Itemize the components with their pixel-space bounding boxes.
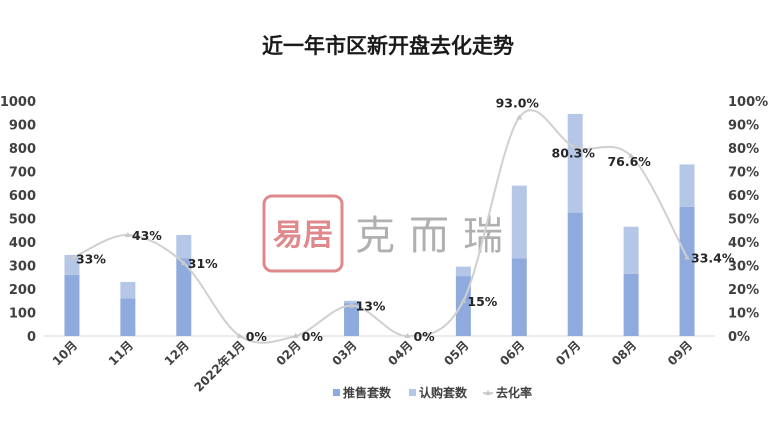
data-label-rate: 13% bbox=[356, 298, 386, 313]
y-left-tick-label: 0 bbox=[27, 330, 36, 345]
bar-sold bbox=[679, 206, 695, 336]
y-right-tick-label: 10% bbox=[728, 307, 759, 322]
y-axis-right: 0% 10% 20% 30% 40% 50% 60% 70% 80% 90% 100% bbox=[728, 95, 768, 345]
x-category-label: 11月 bbox=[106, 338, 136, 368]
x-category-label: 12月 bbox=[162, 338, 192, 368]
y-left-tick-label: 300 bbox=[9, 260, 36, 275]
line-point-rate bbox=[460, 297, 467, 303]
bar-sold bbox=[344, 303, 360, 336]
y-left-tick-label: 1000 bbox=[0, 95, 36, 110]
x-category-label: 03月 bbox=[329, 338, 359, 368]
bar-subscribed bbox=[64, 254, 80, 275]
line-point-rate bbox=[180, 260, 187, 266]
line-point-rate bbox=[68, 255, 75, 261]
y-left-tick-label: 600 bbox=[9, 189, 36, 204]
x-category-label: 08月 bbox=[609, 338, 639, 368]
bar-sold bbox=[64, 274, 80, 336]
line-point-rate bbox=[516, 114, 523, 120]
y-left-tick-label: 800 bbox=[9, 142, 36, 157]
bar-subscribed bbox=[120, 281, 136, 299]
legend-label-sold: 推售套数 bbox=[343, 385, 392, 400]
watermark: 易居 克而瑞 bbox=[262, 194, 517, 273]
x-category-label: 02月 bbox=[274, 338, 304, 368]
bar-series-group bbox=[64, 113, 695, 336]
line-series-group: 33% 43% 31% 0% 0% 13% 0% 15% 93.0% 80.3% 76.6% 33.4… bbox=[68, 95, 735, 344]
bar-subscribed bbox=[679, 164, 695, 207]
y-left-tick-label: 700 bbox=[9, 166, 36, 181]
watermark-seal-text: 易居 bbox=[273, 218, 333, 253]
legend-swatch-subscribed bbox=[409, 389, 416, 396]
line-point-rate bbox=[572, 144, 579, 150]
y-right-tick-label: 50% bbox=[728, 213, 759, 228]
data-label-rate: 33.4% bbox=[691, 251, 735, 266]
data-label-rate: 93.0% bbox=[496, 95, 540, 110]
data-label-rate: 80.3% bbox=[552, 145, 596, 160]
line-point-rate bbox=[124, 231, 131, 237]
x-category-label: 04月 bbox=[385, 338, 415, 368]
line-point-rate bbox=[684, 254, 691, 260]
data-label-rate: 76.6% bbox=[607, 154, 651, 169]
y-right-tick-label: 40% bbox=[728, 236, 759, 251]
bar-subscribed bbox=[455, 266, 471, 277]
legend-marker-rate bbox=[485, 390, 491, 395]
legend-label-subscribed: 认购套数 bbox=[419, 385, 468, 400]
line-point-rate bbox=[628, 152, 635, 158]
bar-sold bbox=[120, 298, 136, 336]
x-category-label: 07月 bbox=[553, 338, 583, 368]
x-category-label: 05月 bbox=[441, 338, 471, 368]
line-point-rate bbox=[404, 333, 411, 338]
y-right-tick-label: 90% bbox=[728, 119, 759, 134]
y-axis-left: 0 100 200 300 400 500 600 700 800 900 1000 bbox=[0, 95, 36, 345]
data-label-rate: 0% bbox=[246, 329, 268, 344]
bar-subscribed bbox=[176, 234, 192, 259]
y-right-tick-label: 0% bbox=[728, 330, 750, 345]
y-right-tick-label: 30% bbox=[728, 260, 759, 275]
data-label-rate: 0% bbox=[413, 329, 435, 344]
line-point-rate bbox=[348, 302, 355, 308]
line-point-rate bbox=[236, 333, 243, 338]
y-right-tick-label: 20% bbox=[728, 283, 759, 298]
bar-subscribed bbox=[623, 226, 639, 274]
line-point-rate bbox=[292, 333, 299, 338]
bar-sold bbox=[511, 258, 527, 336]
chart-title: 近一年市区新开盘去化走势 bbox=[262, 34, 514, 58]
y-right-tick-label: 100% bbox=[728, 95, 768, 110]
legend-label-rate: 去化率 bbox=[496, 385, 532, 400]
data-label-rate: 15% bbox=[467, 294, 497, 309]
y-left-tick-label: 100 bbox=[9, 307, 36, 322]
data-label-rate: 31% bbox=[188, 256, 218, 271]
bar-subscribed bbox=[344, 300, 360, 304]
watermark-seal-icon bbox=[262, 194, 344, 273]
bar-sold bbox=[176, 258, 192, 336]
data-label-rate: 43% bbox=[132, 228, 162, 243]
bar-sold bbox=[623, 273, 639, 336]
bar-subscribed bbox=[567, 113, 583, 213]
bar-sold bbox=[567, 212, 583, 336]
y-right-tick-label: 70% bbox=[728, 166, 759, 181]
watermark-brand-text: 克而瑞 bbox=[355, 213, 517, 259]
y-left-tick-label: 500 bbox=[9, 213, 36, 228]
y-right-tick-label: 60% bbox=[728, 189, 759, 204]
x-category-label: 10月 bbox=[50, 338, 80, 368]
legend: 推售套数 认购套数 去化率 bbox=[333, 385, 532, 400]
x-category-label: 06月 bbox=[497, 338, 527, 368]
data-label-rate: 0% bbox=[302, 329, 324, 344]
x-category-label: 2022年1月 bbox=[191, 338, 248, 395]
y-left-tick-label: 400 bbox=[9, 236, 36, 251]
data-label-rate: 33% bbox=[76, 251, 106, 266]
y-left-tick-label: 200 bbox=[9, 283, 36, 298]
bar-subscribed bbox=[511, 185, 527, 259]
legend-swatch-sold bbox=[333, 389, 340, 396]
x-category-label: 09月 bbox=[665, 338, 695, 368]
y-right-tick-label: 80% bbox=[728, 142, 759, 157]
y-left-tick-label: 900 bbox=[9, 119, 36, 134]
